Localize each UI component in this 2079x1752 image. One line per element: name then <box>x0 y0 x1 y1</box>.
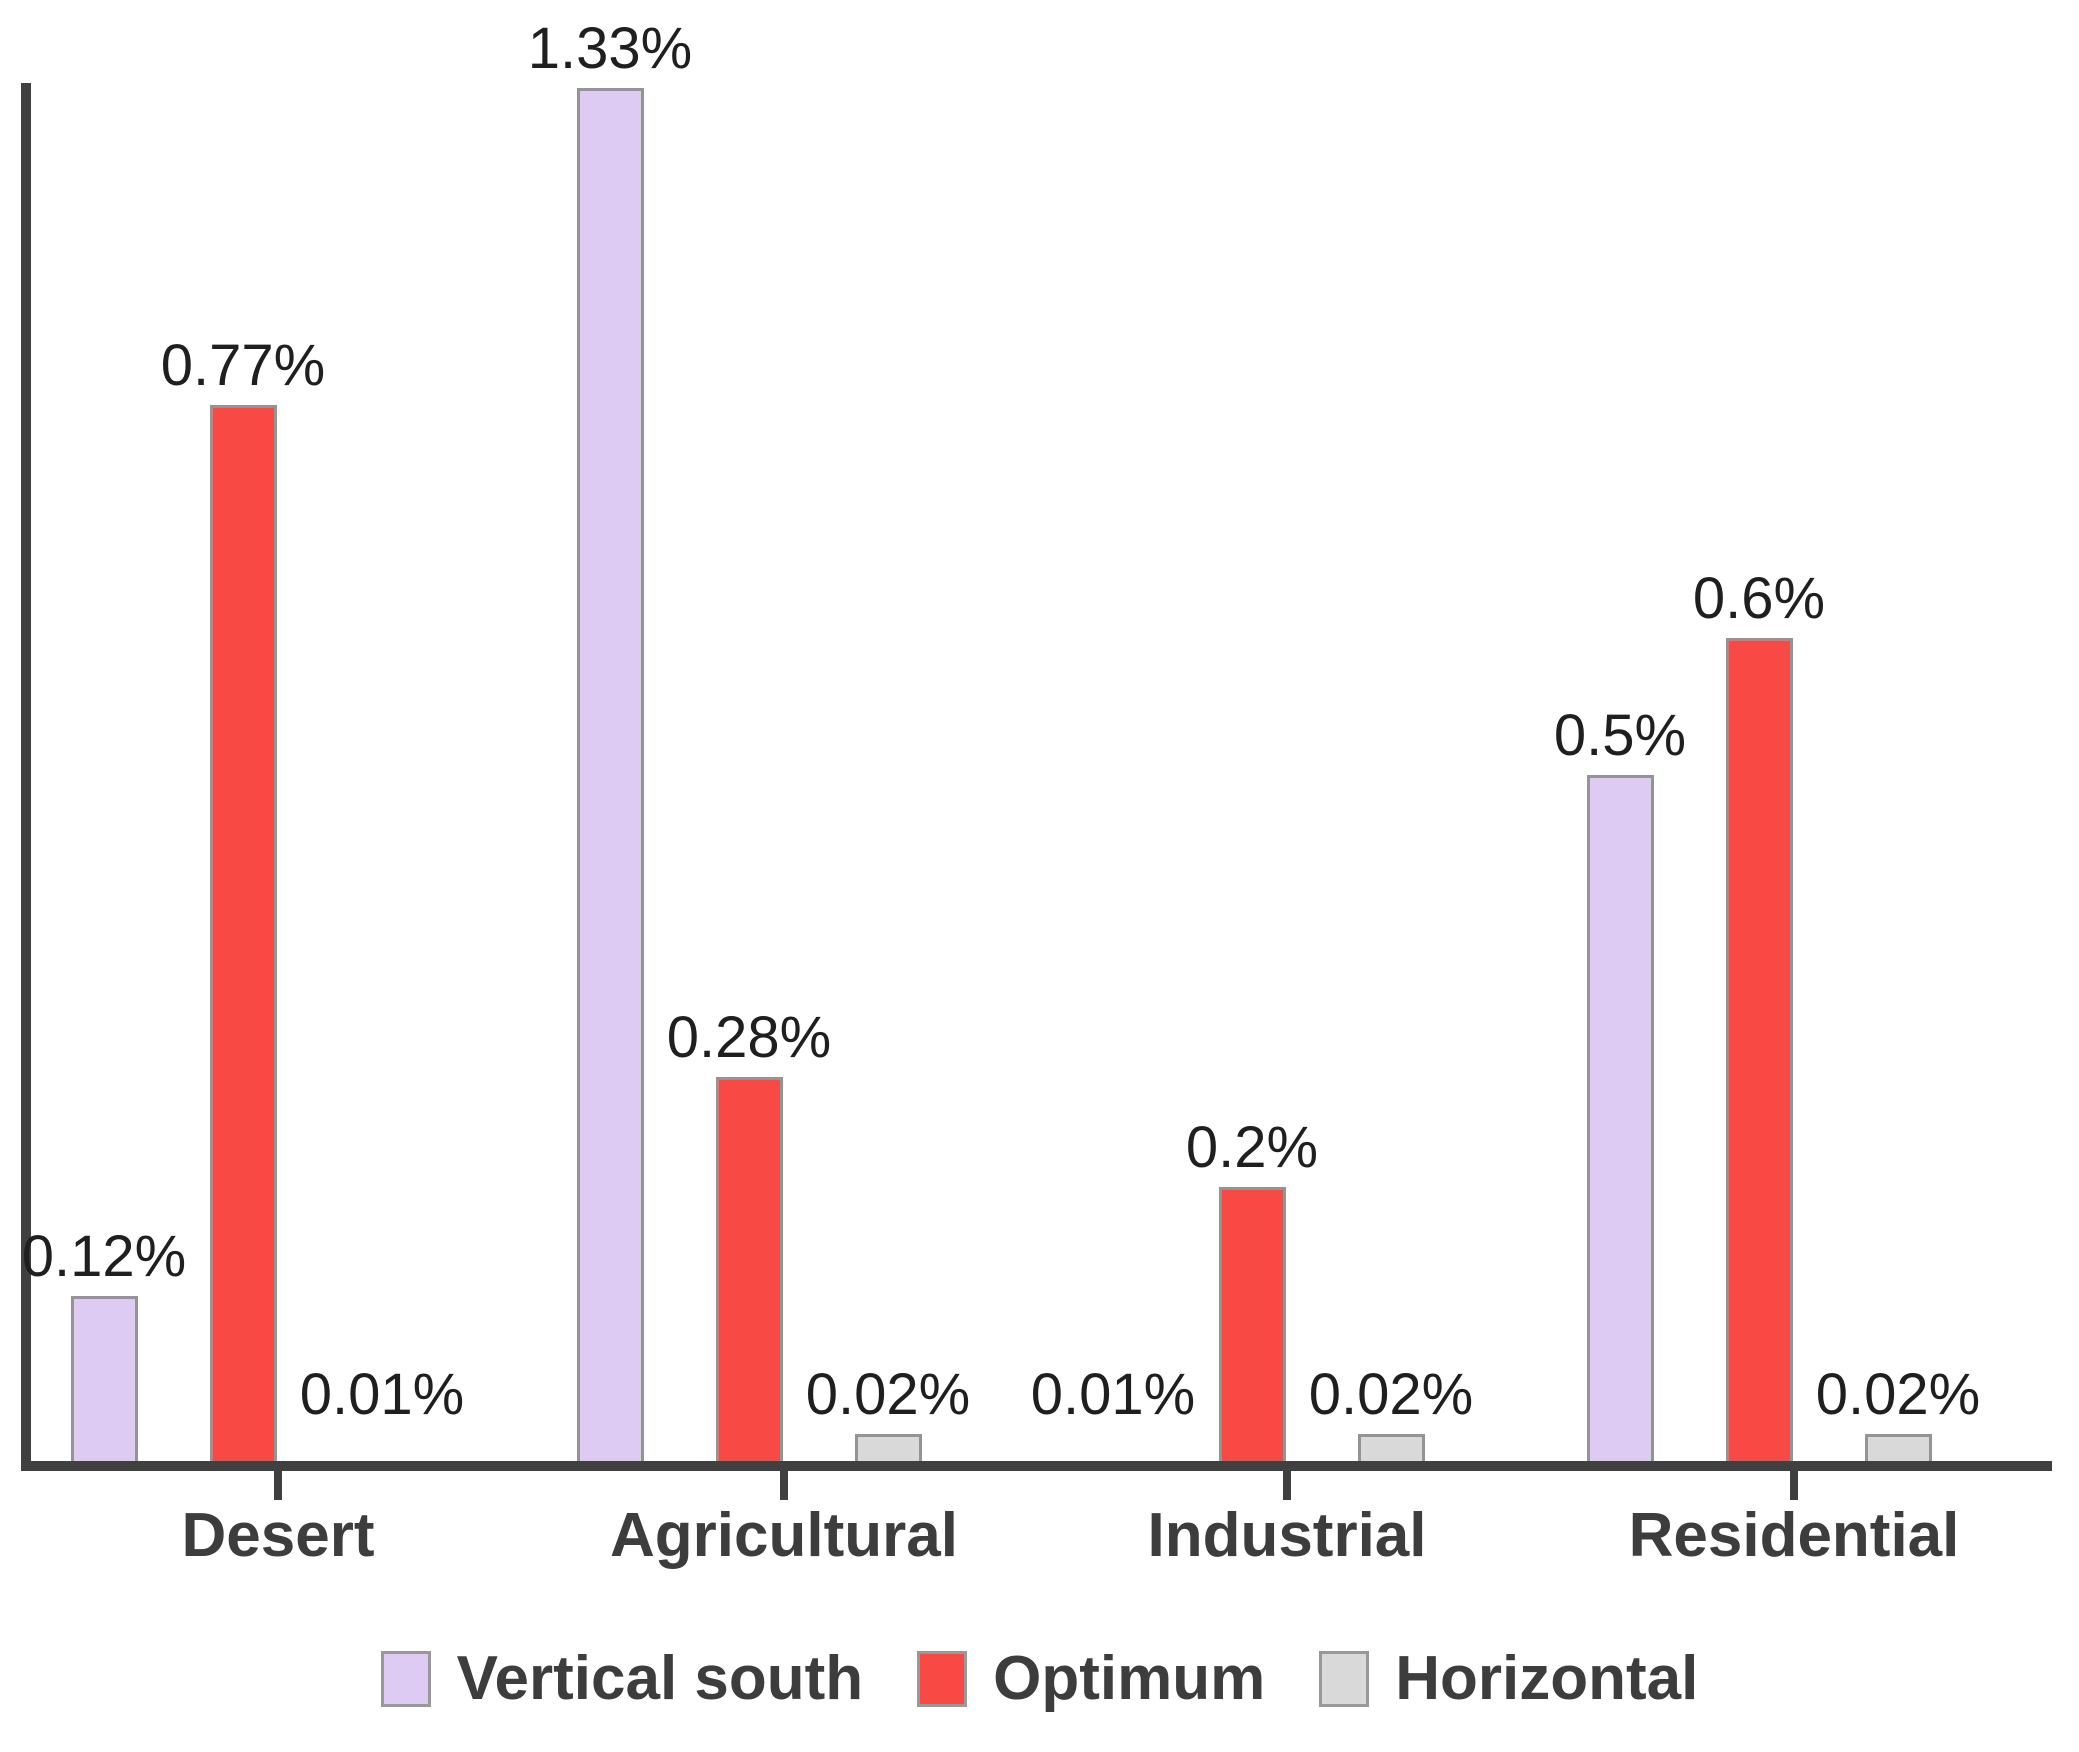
value-label: 0.01% <box>1030 1362 1196 1427</box>
x-axis-tick <box>1790 1466 1798 1500</box>
legend-item-vertical-south: Vertical south <box>380 1644 904 1713</box>
legend-label: Vertical south <box>456 1644 864 1713</box>
value-label: 1.33% <box>527 16 693 81</box>
bar-horizontal-agricultural <box>854 1434 922 1461</box>
value-label: 0.6% <box>1692 566 1826 631</box>
value-label: 0.28% <box>666 1005 832 1070</box>
legend-label: Optimum <box>993 1644 1266 1713</box>
value-label: 0.02% <box>1308 1362 1474 1427</box>
x-axis-tick <box>780 1466 788 1500</box>
x-axis-tick <box>1283 1466 1291 1500</box>
legend-swatch-icon <box>1319 1651 1370 1707</box>
bar-optimum-residential <box>1725 638 1793 1461</box>
value-label: 0.01% <box>299 1362 465 1427</box>
legend-item-horizontal: Horizontal <box>1319 1648 1698 1710</box>
bar-optimum-desert <box>209 405 277 1461</box>
legend-label: Horizontal <box>1395 1644 1699 1713</box>
bar-optimum-agricultural <box>715 1077 783 1461</box>
bar-optimum-industrial <box>1218 1187 1286 1461</box>
value-label: 0.2% <box>1185 1115 1319 1180</box>
bar-horizontal-industrial <box>1357 1434 1425 1461</box>
value-label: 0.77% <box>160 333 326 398</box>
legend: Vertical south Optimum Horizontal <box>0 1648 2079 1710</box>
legend-swatch-icon <box>917 1651 968 1707</box>
category-label-industrial: Industrial <box>1147 1501 1427 1570</box>
category-label-residential: Residential <box>1628 1501 1960 1570</box>
bar-vertical-south-desert <box>70 1296 138 1461</box>
legend-item-optimum: Optimum <box>917 1648 1305 1710</box>
category-label-agricultural: Agricultural <box>610 1501 958 1570</box>
x-axis-tick <box>274 1466 282 1500</box>
value-label: 0.02% <box>805 1362 971 1427</box>
value-label: 0.12% <box>21 1224 187 1289</box>
value-label: 0.5% <box>1553 703 1687 768</box>
value-label: 0.02% <box>1815 1362 1981 1427</box>
x-axis-line <box>21 1461 2052 1471</box>
bar-horizontal-residential <box>1864 1434 1932 1461</box>
legend-swatch-icon <box>380 1651 431 1707</box>
category-label-desert: Desert <box>181 1501 375 1570</box>
y-axis-line <box>21 83 31 1471</box>
bar-vertical-south-residential <box>1586 775 1654 1461</box>
bar-vertical-south-agricultural <box>576 88 644 1461</box>
